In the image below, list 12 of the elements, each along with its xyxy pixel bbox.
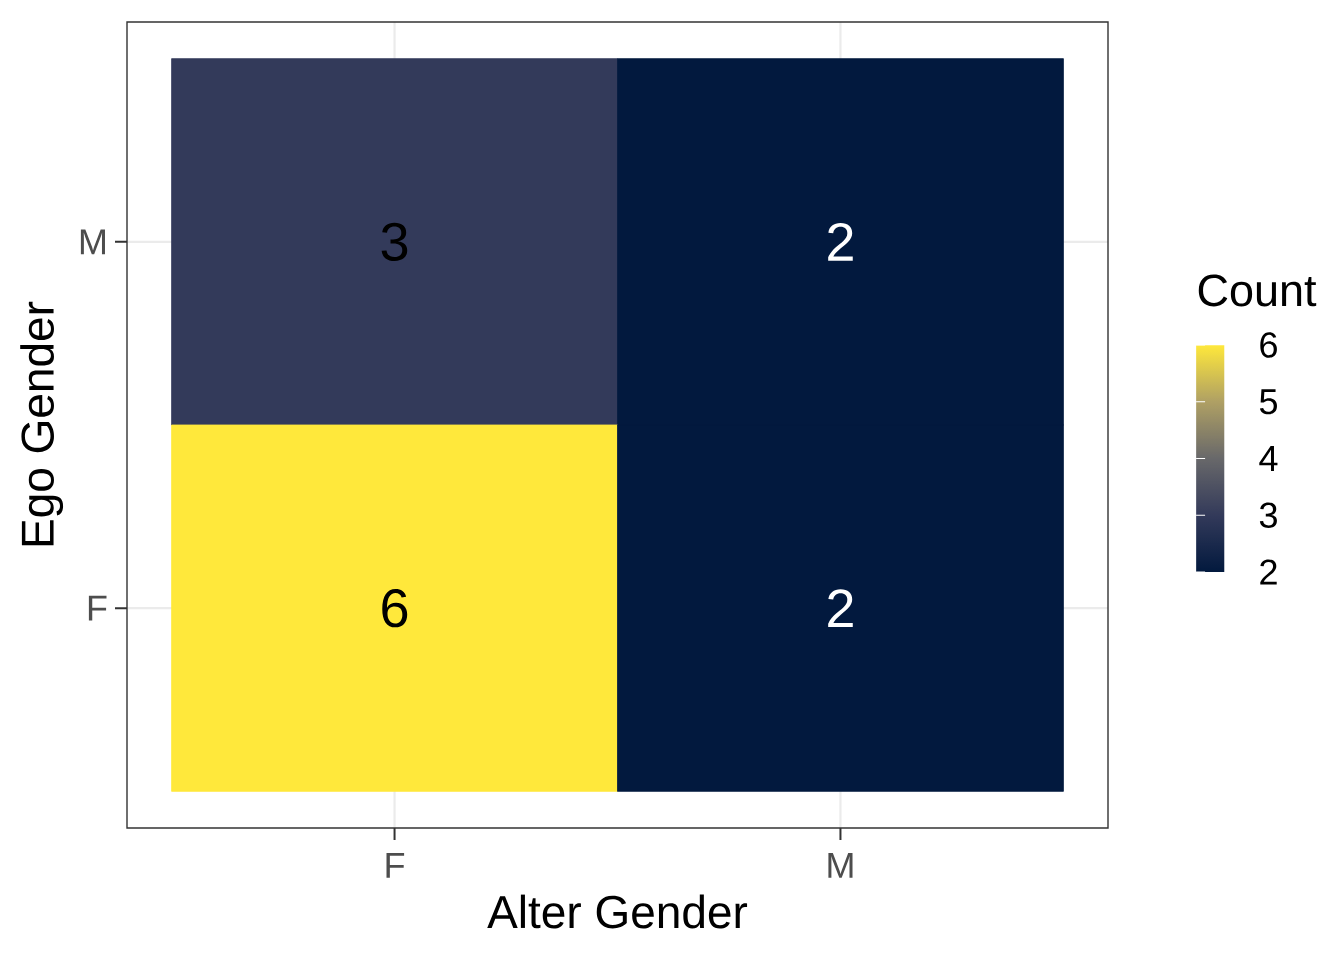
y-axis-title: Ego Gender (20, 301, 64, 546)
data-label: 2 (828, 589, 853, 628)
x-axis-title: Alter Gender (487, 894, 748, 929)
color-bar-label: 4 (1259, 446, 1278, 471)
color-bar-label: 2 (1260, 559, 1277, 585)
color-bar-title: Count (1198, 274, 1317, 307)
data-label: 6 (382, 589, 408, 628)
color-bar-label: 5 (1259, 389, 1277, 415)
color-bar-label: 3 (1259, 502, 1277, 528)
data-label: 3 (381, 222, 408, 261)
color-bar-label: 6 (1260, 332, 1277, 358)
data-label: 2 (828, 222, 853, 261)
